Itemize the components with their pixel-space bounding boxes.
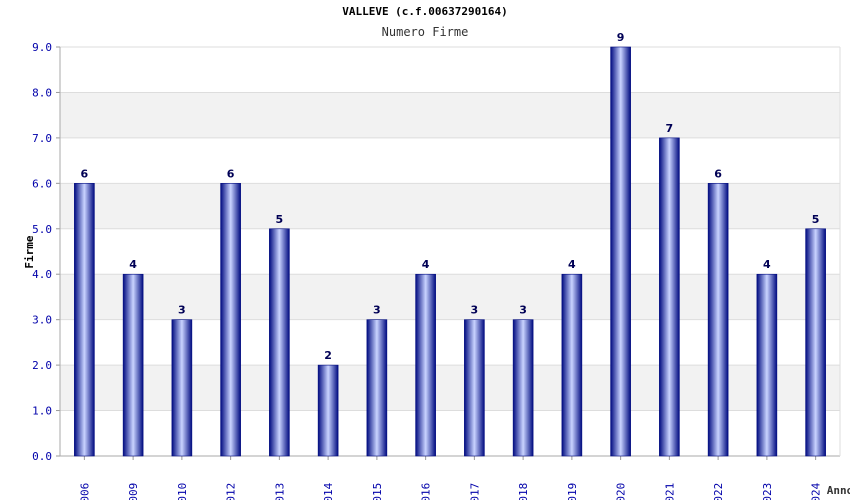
y-tick-label: 3.0 — [32, 314, 52, 327]
data-label: 2 — [324, 349, 332, 362]
bar — [659, 137, 680, 457]
y-tick-label: 7.0 — [32, 132, 52, 145]
x-axis-label: Anno — [827, 484, 850, 497]
y-tick-label: 0.0 — [32, 450, 52, 463]
bar — [464, 319, 485, 457]
x-tick-label: 2024 — [810, 482, 823, 500]
x-tick-label: 2018 — [517, 483, 530, 500]
data-label: 3 — [178, 304, 186, 317]
x-tick-label: 2014 — [322, 482, 335, 500]
bar — [415, 273, 436, 457]
y-tick-label: 5.0 — [32, 223, 52, 236]
y-tick-label: 8.0 — [32, 86, 52, 99]
bar — [171, 319, 193, 457]
y-tick-label: 6.0 — [32, 177, 52, 190]
x-tick-label: 2009 — [127, 483, 140, 500]
bar — [269, 228, 290, 457]
bar — [122, 273, 144, 457]
bar — [707, 183, 729, 457]
data-label: 5 — [812, 213, 820, 226]
data-label: 4 — [763, 258, 771, 271]
x-tick-label: 2010 — [176, 483, 189, 500]
data-label: 7 — [666, 122, 674, 135]
y-tick-label: 9.0 — [32, 41, 52, 54]
data-label: 9 — [617, 31, 625, 44]
x-tick-label: 2023 — [761, 483, 774, 500]
bar — [366, 319, 388, 457]
chart-title: VALLEVE (c.f.00637290164) — [342, 5, 508, 18]
data-label: 6 — [714, 167, 722, 180]
bar — [74, 183, 95, 457]
x-tick-label: 2013 — [273, 483, 286, 500]
chart-subtitle: Numero Firme — [381, 25, 469, 39]
data-label: 3 — [471, 304, 479, 317]
x-tick-label: 2017 — [468, 483, 481, 500]
x-tick-label: 2021 — [663, 483, 676, 500]
x-tick-label: 2015 — [371, 483, 384, 500]
data-label: 5 — [276, 213, 284, 226]
bar — [512, 319, 534, 457]
y-axis-label: Firme — [23, 235, 36, 268]
x-tick-label: 2019 — [566, 483, 579, 500]
x-tick-label: 2012 — [225, 483, 238, 500]
data-label: 4 — [129, 258, 137, 271]
bar — [756, 273, 778, 457]
bar — [561, 273, 583, 457]
grid-band — [60, 92, 840, 138]
data-label: 6 — [81, 167, 89, 180]
data-label: 4 — [568, 258, 576, 271]
y-tick-label: 1.0 — [32, 405, 52, 418]
data-label: 3 — [373, 304, 381, 317]
data-label: 3 — [519, 304, 527, 317]
bar — [220, 183, 241, 457]
y-tick-label: 2.0 — [32, 359, 52, 372]
x-tick-label: 2006 — [78, 483, 91, 500]
data-label: 6 — [227, 167, 235, 180]
y-tick-label: 4.0 — [32, 268, 52, 281]
x-tick-label: 2020 — [615, 483, 628, 500]
x-tick-label: 2016 — [420, 483, 433, 500]
x-tick-label: 2022 — [712, 483, 725, 500]
data-label: 4 — [422, 258, 430, 271]
bar — [805, 228, 826, 457]
bar — [610, 46, 631, 457]
bar — [317, 364, 339, 457]
